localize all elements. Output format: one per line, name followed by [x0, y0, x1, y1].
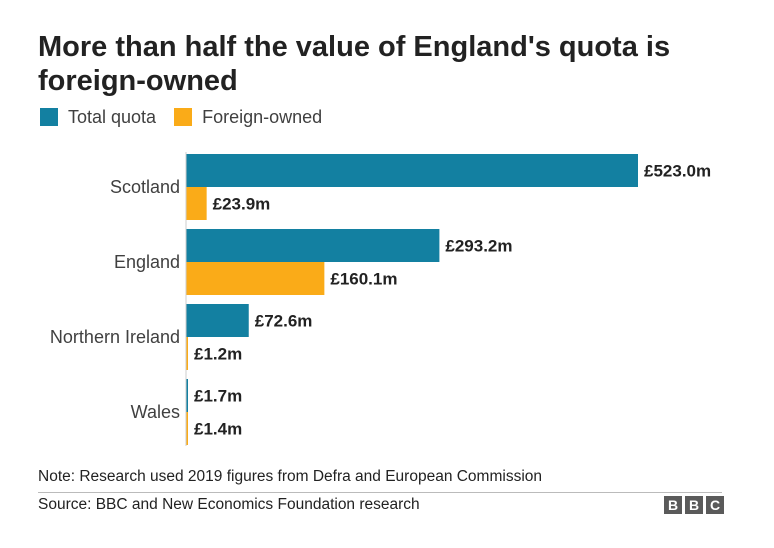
category-label-northern-ireland: Northern Ireland	[50, 327, 180, 347]
legend-swatch-total-quota	[40, 108, 58, 126]
bbc-logo-letter: C	[706, 496, 724, 514]
chart-title: More than half the value of England's qu…	[38, 31, 671, 97]
legend-item-foreign-owned: Foreign-owned	[174, 107, 322, 128]
bbc-logo: B B C	[664, 496, 724, 514]
category-label-scotland: Scotland	[110, 177, 180, 197]
legend-label-foreign-owned: Foreign-owned	[202, 106, 323, 127]
bbc-logo-letter: B	[685, 496, 703, 514]
value-label-northern-ireland-total-quota: £72.6m	[255, 312, 313, 331]
bar-england-total-quota	[186, 229, 440, 262]
legend-label-total-quota: Total quota	[68, 106, 157, 127]
bar-northern-ireland-foreign-owned	[186, 337, 188, 370]
value-label-england-foreign-owned: £160.1m	[330, 270, 397, 289]
bar-scotland-total-quota	[186, 154, 638, 187]
value-label-northern-ireland-foreign-owned: £1.2m	[194, 345, 242, 364]
value-label-wales-foreign-owned: £1.4m	[194, 420, 242, 439]
legend-swatch-foreign-owned	[174, 108, 193, 126]
bar-scotland-foreign-owned	[186, 187, 207, 220]
legend-item-total-quota: Total quota	[40, 107, 156, 128]
chart-source: Source: BBC and New Economics Foundation…	[38, 496, 420, 513]
category-label-wales: Wales	[131, 402, 180, 422]
footer-divider	[38, 492, 722, 493]
chart-note: Note: Research used 2019 figures from De…	[38, 468, 543, 485]
bar-wales-total-quota	[186, 379, 188, 412]
value-label-scotland-total-quota: £523.0m	[644, 162, 711, 181]
bar-england-foreign-owned	[186, 262, 325, 295]
value-label-england-total-quota: £293.2m	[445, 237, 512, 256]
category-label-england: England	[114, 252, 180, 272]
bar-northern-ireland-total-quota	[186, 304, 249, 337]
bbc-logo-letter: B	[664, 496, 682, 514]
value-label-wales-total-quota: £1.7m	[194, 387, 242, 406]
bar-wales-foreign-owned	[186, 412, 188, 445]
legend: Total quota Foreign-owned	[40, 106, 340, 128]
value-label-scotland-foreign-owned: £23.9m	[213, 195, 271, 214]
